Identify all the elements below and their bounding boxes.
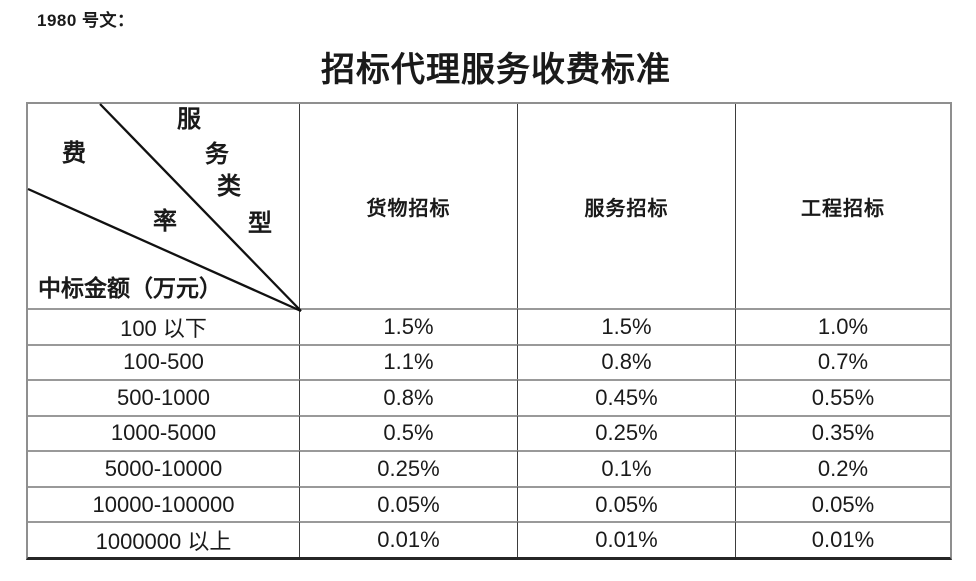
fee-standard-table: 服 务 类 型 费 率 中标金额（万元） 货物招标 服务招标 工程招标 100 … xyxy=(26,102,952,560)
rate-cell: 0.7% xyxy=(735,343,950,380)
rate-cell: 0.5% xyxy=(299,414,517,451)
amount-cell: 10000-100000 xyxy=(28,485,299,522)
column-header-service: 服务招标 xyxy=(517,104,735,308)
corner-label-service-type-char: 类 xyxy=(217,174,241,200)
rate-cell: 0.05% xyxy=(735,485,950,522)
rate-cell: 0.55% xyxy=(735,379,950,415)
amount-cell: 500-1000 xyxy=(28,379,299,415)
rate-cell: 0.2% xyxy=(735,450,950,486)
rate-cell: 0.05% xyxy=(299,485,517,522)
rate-cell: 0.1% xyxy=(517,450,735,486)
rate-cell: 0.35% xyxy=(735,414,950,451)
rate-cell: 1.0% xyxy=(735,308,950,344)
amount-cell: 100 以下 xyxy=(28,308,299,344)
rate-cell: 0.01% xyxy=(735,521,950,557)
column-header-works: 工程招标 xyxy=(735,104,950,308)
amount-cell: 100-500 xyxy=(28,343,299,380)
corner-label-service-type-char: 服 xyxy=(177,107,201,133)
rate-cell: 0.25% xyxy=(299,450,517,486)
rate-cell: 1.5% xyxy=(517,308,735,344)
rate-cell: 0.25% xyxy=(517,414,735,451)
table-corner-cell: 服 务 类 型 费 率 中标金额（万元） xyxy=(27,103,302,313)
amount-cell: 1000-5000 xyxy=(28,414,299,451)
rate-cell: 1.5% xyxy=(299,308,517,344)
amount-cell: 1000000 以上 xyxy=(28,521,299,557)
page-title: 招标代理服务收费标准 xyxy=(321,52,671,89)
corner-label-service-type-char: 务 xyxy=(205,142,229,168)
amount-cell: 5000-10000 xyxy=(28,450,299,486)
rate-cell: 0.01% xyxy=(517,521,735,557)
corner-label-amount: 中标金额（万元） xyxy=(38,276,222,301)
corner-label-rate-char: 费 xyxy=(62,141,86,167)
rate-cell: 0.8% xyxy=(299,379,517,415)
corner-label-rate-char: 率 xyxy=(153,209,177,235)
corner-label-service-type-char: 型 xyxy=(248,211,272,237)
rate-cell: 0.01% xyxy=(299,521,517,557)
rate-cell: 0.8% xyxy=(517,343,735,380)
doc-number-label: 1980 号文： xyxy=(37,11,135,30)
column-header-goods: 货物招标 xyxy=(299,104,517,308)
rate-cell: 1.1% xyxy=(299,343,517,380)
rate-cell: 0.05% xyxy=(517,485,735,522)
rate-cell: 0.45% xyxy=(517,379,735,415)
diagonal-split-lines-icon xyxy=(27,103,302,313)
